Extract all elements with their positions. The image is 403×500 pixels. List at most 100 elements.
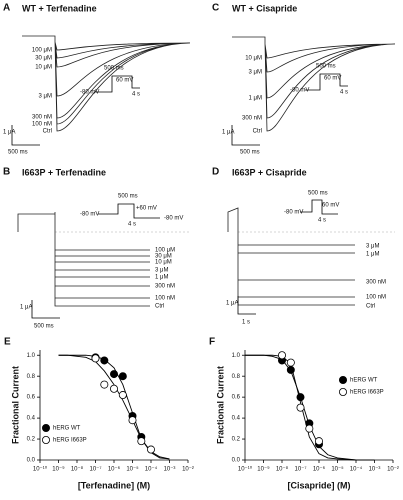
panel-letter: E <box>4 337 11 348</box>
protocol-label: +60 mV <box>136 206 157 212</box>
scale-current: 1 μA <box>226 301 238 307</box>
trace-label: 10 μM <box>245 56 262 62</box>
trace <box>22 35 191 132</box>
x-tick-label: 10⁻⁶ <box>313 466 326 473</box>
protocol <box>98 203 160 219</box>
protocol-label: 4 s <box>340 90 348 96</box>
trace-label: Ctrl <box>366 304 375 310</box>
panel-letter: A <box>3 3 10 14</box>
data-point <box>286 358 295 367</box>
trace-label: 100 μM <box>32 48 52 54</box>
fit-curve <box>245 354 375 461</box>
data-point <box>137 437 146 446</box>
data-point <box>296 393 305 402</box>
x-tick-label: 10⁻² <box>182 467 194 473</box>
x-tick-label: 10⁻³ <box>164 467 176 473</box>
x-tick-label: 10⁻⁵ <box>126 466 139 473</box>
data-point <box>128 416 137 425</box>
data-point <box>314 437 323 446</box>
protocol <box>300 199 338 215</box>
x-axis-title: [Terfenadine] (M) <box>78 480 150 490</box>
x-tick-label: 10⁻⁹ <box>52 466 65 473</box>
data-point <box>110 370 119 379</box>
protocol-label: -80 mV <box>80 90 99 96</box>
data-point <box>100 356 109 365</box>
y-tick-label: 0.8 <box>232 374 241 380</box>
data-point <box>118 372 127 381</box>
y-tick-label: 0.6 <box>232 395 241 401</box>
y-axis-title: Fractional Current <box>215 366 225 444</box>
panel-c: C WT + Cisapride 10 μM 3 μM 1 μM 300 nM … <box>212 3 396 156</box>
x-tick-label: 10⁻¹⁰ <box>238 466 253 473</box>
panel-b: B I663P + Terfenadine 100 μM 30 μM 10 μM… <box>3 167 190 330</box>
trace-label: 10 μM <box>35 65 52 71</box>
protocol-label: 4 s <box>318 218 326 224</box>
protocol-label: -80 mV <box>290 88 309 94</box>
x-axis-title: [Cisapride] (M) <box>288 480 351 490</box>
panel-title: WT + Terfenadine <box>22 3 97 13</box>
trace-label: 3 μM <box>155 268 168 274</box>
trace-label: 1 μM <box>155 275 168 281</box>
data-point <box>91 354 100 363</box>
scale-time: 1 s <box>242 320 250 326</box>
protocol-label: 500 ms <box>316 64 336 70</box>
protocol-label: 500 ms <box>104 66 124 72</box>
protocol-label: 60 mV <box>322 203 339 209</box>
trace-label: 1 μM <box>249 96 262 102</box>
x-tick-label: 10⁻² <box>387 467 399 473</box>
trace-label: 300 nM <box>366 280 386 286</box>
scale-current: 1 μA <box>20 305 32 311</box>
trace-label: 100 nM <box>155 296 175 302</box>
protocol-label: 500 ms <box>118 194 138 200</box>
legend-label: hERG WT <box>53 426 81 432</box>
protocol-label: 500 ms <box>308 191 328 197</box>
y-tick-label: 0.2 <box>27 437 36 443</box>
scale-time: 500 ms <box>8 150 28 156</box>
protocol-label: -80 mV <box>284 210 303 216</box>
data-point <box>296 403 305 412</box>
trace-label: 100 nM <box>32 122 52 128</box>
scale-bar <box>231 125 260 146</box>
trace-label: 300 nM <box>242 116 262 122</box>
x-tick-label: 10⁻⁴ <box>350 466 363 473</box>
x-tick-label: 10⁻⁸ <box>71 466 84 473</box>
charts: E 0.0 0.2 0.4 0.6 0.8 1.0 10⁻¹⁰ 10⁻⁹ 10⁻⁸ 10⁻⁷ 10⁻⁶… <box>4 337 399 491</box>
data-point <box>100 380 109 389</box>
trace-label: 3 μM <box>366 244 379 250</box>
trace-label: 100 nM <box>366 295 386 301</box>
legend-marker <box>338 387 347 396</box>
y-tick-label: 0.0 <box>27 458 36 464</box>
data-point <box>110 384 119 393</box>
scale-time: 500 ms <box>240 150 260 156</box>
y-tick-label: 0.2 <box>232 437 241 443</box>
trace-label: Ctrl <box>43 129 52 135</box>
protocol-label: 60 mV <box>116 78 133 84</box>
panel-letter: D <box>212 167 219 178</box>
panel-a: A WT + Terfenadine 100 μM 30 μM 10 μM 3 … <box>3 3 191 156</box>
x-tick-label: 10⁻⁹ <box>257 466 270 473</box>
protocol-label: 60 mV <box>324 76 341 82</box>
scale-time: 500 ms <box>34 324 54 330</box>
panel-letter: F <box>209 337 215 348</box>
fit-curve <box>245 354 375 461</box>
x-tick-label: 10⁻⁶ <box>108 466 121 473</box>
panel-d: D I663P + Cisapride 3 μM 1 μM 300 nM 100… <box>212 167 395 326</box>
y-tick-label: 0.4 <box>27 416 36 422</box>
protocol-label: 4 s <box>128 222 136 228</box>
scale-current: 1 μA <box>222 130 234 136</box>
panel-title: I663P + Cisapride <box>232 167 307 177</box>
x-tick-label: 10⁻⁵ <box>331 466 344 473</box>
trace-label: 30 μM <box>35 56 52 62</box>
trace-label: 300 nM <box>32 115 52 121</box>
data-point <box>286 365 295 374</box>
data-point <box>277 351 286 360</box>
y-tick-label: 0.0 <box>232 458 241 464</box>
y-tick-label: 0.8 <box>27 374 36 380</box>
protocol-label: 4 s <box>132 92 140 98</box>
x-tick-label: 10⁻⁸ <box>276 466 289 473</box>
legend-marker <box>42 423 51 432</box>
trace-label: 10 μM <box>155 260 172 266</box>
legend-label: hERG I663P <box>53 438 87 444</box>
scale-bar <box>11 125 40 146</box>
